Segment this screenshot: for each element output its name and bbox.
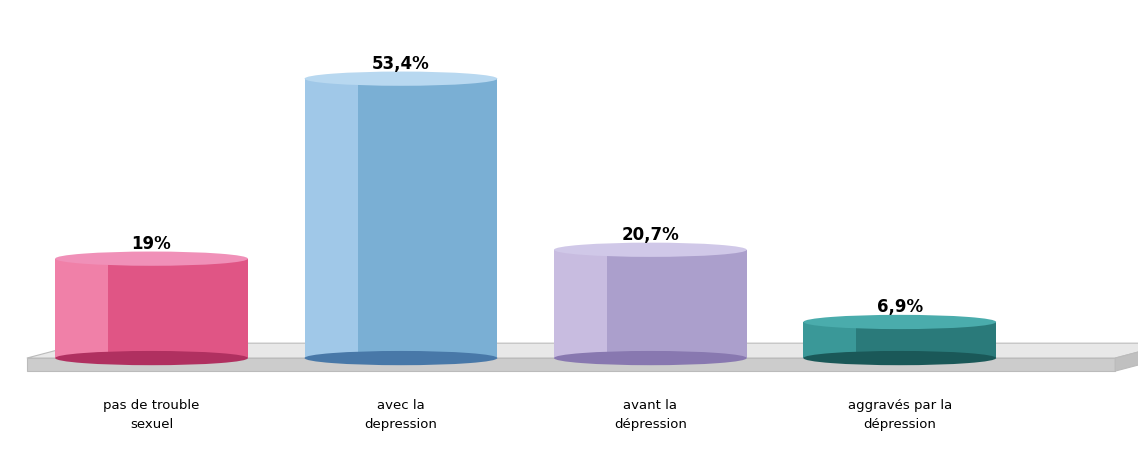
Ellipse shape [554, 243, 747, 257]
Ellipse shape [804, 315, 996, 329]
Ellipse shape [55, 252, 248, 266]
Text: 19%: 19% [131, 235, 171, 253]
Polygon shape [804, 322, 856, 358]
Ellipse shape [554, 351, 747, 365]
Polygon shape [27, 343, 1142, 358]
Text: avec la
depression: avec la depression [364, 399, 437, 431]
Polygon shape [608, 250, 747, 358]
Polygon shape [55, 259, 108, 358]
Text: 20,7%: 20,7% [621, 226, 679, 244]
Text: pas de trouble
sexuel: pas de trouble sexuel [104, 399, 200, 431]
Polygon shape [357, 79, 497, 358]
Polygon shape [108, 259, 248, 358]
Ellipse shape [804, 351, 996, 365]
Polygon shape [27, 358, 1115, 371]
Text: aggravés par la
dépression: aggravés par la dépression [847, 399, 952, 431]
Polygon shape [305, 79, 357, 358]
Ellipse shape [305, 72, 497, 86]
Ellipse shape [305, 351, 497, 365]
Ellipse shape [55, 351, 248, 365]
Polygon shape [554, 250, 608, 358]
Text: 6,9%: 6,9% [877, 299, 923, 316]
Polygon shape [856, 322, 996, 358]
Polygon shape [1115, 343, 1142, 371]
Text: 53,4%: 53,4% [372, 55, 429, 73]
Text: avant la
dépression: avant la dépression [614, 399, 686, 431]
